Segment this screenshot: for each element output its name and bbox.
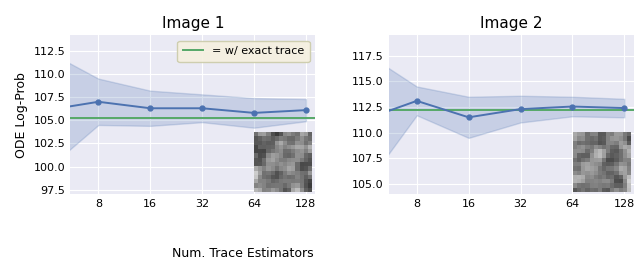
Title: Image 1: Image 1 [161,16,224,31]
Text: Num. Trace Estimators: Num. Trace Estimators [172,247,314,260]
Y-axis label: ODE Log-Prob: ODE Log-Prob [15,72,28,158]
Title: Image 2: Image 2 [480,16,543,31]
Legend: = w/ exact trace: = w/ exact trace [177,41,310,62]
